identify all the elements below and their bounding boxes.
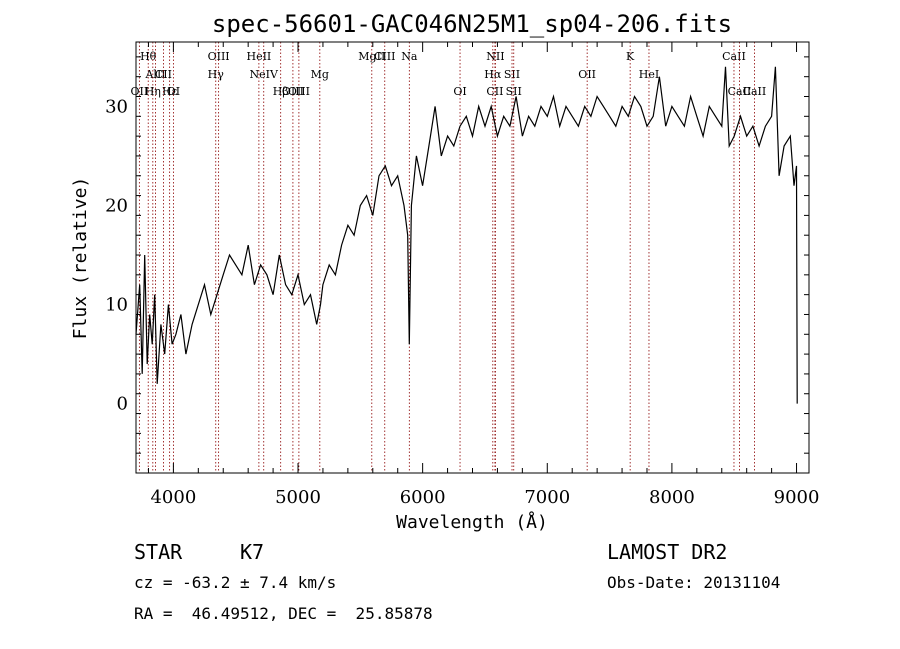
line-marker-label: OIII: [288, 85, 310, 98]
line-marker-label: OII: [131, 85, 149, 98]
line-marker-label: CaII: [728, 85, 752, 98]
y-tick-label: 30: [105, 96, 128, 117]
y-tick-label: 10: [105, 295, 128, 316]
x-tick-label: 7000: [524, 487, 570, 508]
x-tick-label: 8000: [649, 487, 695, 508]
line-marker-label: CaII: [722, 50, 746, 63]
y-tick-label: 0: [117, 394, 128, 415]
x-tick-label: 9000: [774, 487, 820, 508]
line-marker-label: CIII: [374, 50, 395, 63]
line-marker-label: OI: [453, 85, 466, 98]
y-axis-label: Flux (relative): [70, 177, 91, 340]
x-tick-label: 5000: [275, 487, 321, 508]
line-marker-label: SII: [506, 85, 522, 98]
line-marker-label: Hγ: [208, 68, 225, 81]
line-marker-label: HeI: [639, 68, 659, 81]
line-marker-label: OII: [578, 68, 596, 81]
line-marker-label: Na: [401, 50, 418, 63]
chart-title: spec-56601-GAC046N25M1_sp04-206.fits: [212, 10, 732, 38]
x-tick-label: 6000: [400, 487, 446, 508]
line-marker-label: AlII: [144, 68, 165, 81]
object-class: STAR: [134, 540, 183, 564]
line-marker-label: K: [626, 50, 635, 63]
plot-frame: [135, 41, 810, 474]
redshift-velocity: cz = -63.2 ± 7.4 km/s: [134, 573, 337, 592]
line-marker-label: SII: [504, 68, 520, 81]
line-marker-label: Mg: [311, 68, 329, 81]
ra-dec: RA = 46.49512, DEC = 25.85878: [134, 604, 433, 623]
x-tick-label: 4000: [150, 487, 196, 508]
spectrum-series-line: [135, 66, 798, 404]
survey-name: LAMOST DR2: [607, 540, 728, 564]
line-marker-label: Hθ: [140, 50, 157, 63]
y-tick-label: 20: [105, 195, 128, 216]
line-marker-label: CII: [486, 85, 503, 98]
line-marker-label: OIII: [208, 50, 230, 63]
x-axis-ticks: 4000 5000 6000 7000 8000 9000: [147, 42, 820, 508]
line-marker-label: NeIV: [250, 68, 279, 81]
object-subclass: K7: [240, 540, 265, 564]
line-marker-label: MgII: [358, 50, 385, 63]
line-marker-label: NII: [486, 50, 504, 63]
line-marker-label: Hβ: [273, 85, 289, 98]
x-axis-label: Wavelength (Å): [396, 511, 548, 533]
line-marker-label: OI: [167, 85, 180, 98]
line-marker-label: HeII: [246, 50, 271, 63]
line-marker-label: Hη: [145, 85, 161, 98]
y-axis-ticks: 0 10 20 30: [105, 56, 809, 454]
line-marker-label: OIII: [282, 85, 304, 98]
line-marker-label: Hα: [484, 68, 502, 81]
observation-date: Obs-Date: 20131104: [607, 573, 781, 592]
line-marker-label: CaII: [743, 85, 767, 98]
line-marker-label: CII: [155, 68, 172, 81]
